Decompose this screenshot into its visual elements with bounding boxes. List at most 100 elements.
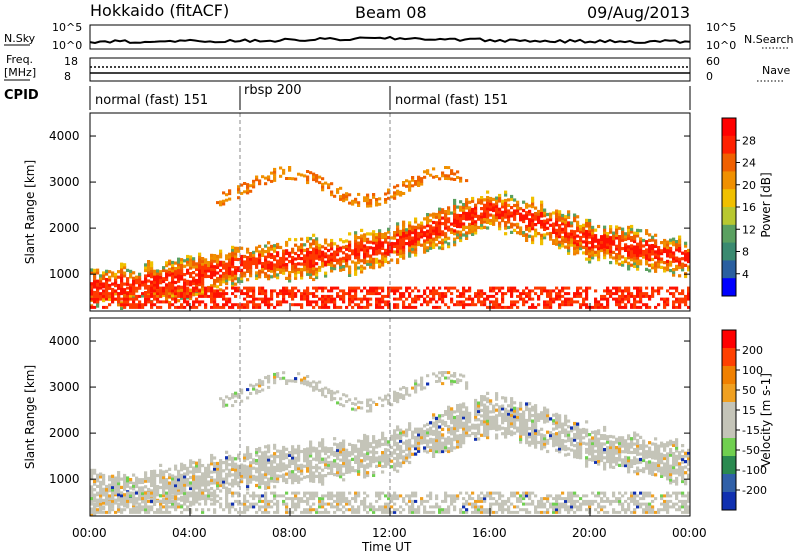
echo-cell [444, 508, 447, 511]
echo-cell [450, 178, 453, 181]
echo-cell [360, 454, 363, 457]
echo-cell [297, 268, 300, 271]
echo-cell [354, 408, 357, 411]
echo-cell [447, 450, 450, 453]
echo-cell [273, 492, 276, 495]
echo-cell [444, 511, 447, 514]
echo-cell [585, 258, 588, 261]
echo-cell [420, 295, 423, 298]
echo-cell [510, 206, 513, 209]
echo-cell [264, 484, 267, 487]
echo-cell [609, 292, 612, 295]
echo-cell [381, 399, 384, 402]
echo-cell [360, 462, 363, 465]
echo-cell [441, 511, 444, 514]
echo-cell [195, 467, 198, 470]
echo-cell [591, 231, 594, 234]
echo-cell [138, 503, 141, 506]
echo-cell [222, 469, 225, 472]
echo-cell [261, 451, 264, 454]
echo-cell [366, 303, 369, 306]
echo-cell [603, 295, 606, 298]
echo-cell [261, 479, 264, 482]
echo-cell [345, 508, 348, 511]
echo-cell [420, 222, 423, 225]
echo-cell [606, 306, 609, 309]
echo-cell [549, 289, 552, 292]
echo-cell [465, 204, 468, 207]
echo-cell [432, 413, 435, 416]
echo-cell [264, 481, 267, 484]
echo-cell [423, 511, 426, 514]
echo-cell [630, 250, 633, 253]
echo-cell [468, 206, 471, 209]
echo-cell [252, 289, 255, 292]
echo-cell [273, 373, 276, 376]
echo-cell [243, 287, 246, 290]
echo-cell [228, 511, 231, 514]
echo-cell [264, 505, 267, 508]
echo-cell [315, 180, 318, 183]
echo-cell [360, 451, 363, 454]
echo-cell [111, 295, 114, 298]
echo-cell [309, 300, 312, 303]
echo-cell [438, 246, 441, 249]
echo-cell [111, 298, 114, 301]
echo-cell [426, 434, 429, 437]
echo-cell [93, 511, 96, 514]
echo-cell [216, 500, 219, 503]
echo-cell [360, 401, 363, 404]
echo-cell [579, 306, 582, 309]
echo-cell [546, 289, 549, 292]
echo-cell [99, 475, 102, 478]
echo-cell [426, 287, 429, 290]
echo-cell [276, 295, 279, 298]
echo-cell [411, 237, 414, 240]
echo-cell [123, 294, 126, 297]
echo-cell [246, 256, 249, 259]
echo-cell [273, 171, 276, 174]
echo-cell [345, 248, 348, 251]
echo-cell [108, 475, 111, 478]
echo-cell [174, 262, 177, 265]
echo-cell [291, 177, 294, 180]
echo-cell [384, 437, 387, 440]
echo-cell [603, 237, 606, 240]
echo-cell [249, 269, 252, 272]
echo-cell [324, 300, 327, 303]
echo-cell [441, 217, 444, 220]
echo-cell [342, 260, 345, 263]
echo-cell [327, 186, 330, 189]
echo-cell [252, 295, 255, 298]
echo-cell [246, 306, 249, 309]
echo-cell [582, 298, 585, 301]
echo-cell [450, 383, 453, 386]
echo-cell [546, 218, 549, 221]
echo-cell [453, 287, 456, 290]
echo-cell [519, 226, 522, 229]
echo-cell [279, 466, 282, 469]
echo-cell [588, 227, 591, 230]
echo-cell [405, 442, 408, 445]
echo-cell [273, 266, 276, 269]
echo-cell [363, 250, 366, 253]
echo-cell [420, 382, 423, 385]
echo-cell [321, 393, 324, 396]
echo-cell [435, 227, 438, 230]
echo-cell [660, 252, 663, 255]
echo-cell [228, 455, 231, 458]
echo-cell [528, 213, 531, 216]
echo-cell [366, 471, 369, 474]
echo-cell [381, 236, 384, 239]
echo-cell [315, 447, 318, 450]
echo-cell [210, 300, 213, 303]
echo-cell [459, 214, 462, 217]
echo-cell [150, 476, 153, 479]
echo-cell [453, 173, 456, 176]
echo-cell [354, 292, 357, 295]
echo-cell [192, 483, 195, 486]
echo-cell [450, 446, 453, 449]
echo-cell [291, 289, 294, 292]
echo-cell [384, 303, 387, 306]
echo-cell [465, 298, 468, 301]
